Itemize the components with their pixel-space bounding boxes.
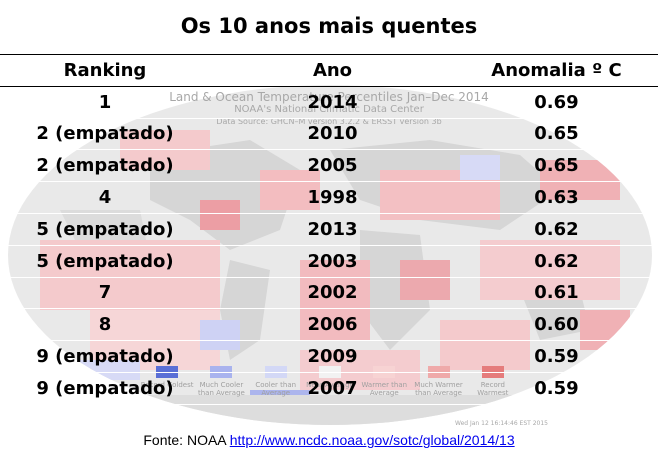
- cell-year: 2003: [210, 245, 455, 278]
- cell-year: 2007: [210, 372, 455, 405]
- table-row: 8 2006 0.60: [0, 308, 658, 342]
- table-row: 7 2002 0.61: [0, 277, 658, 310]
- cell-rank: 9 (empatado): [0, 372, 210, 405]
- cell-anomaly: 0.61: [455, 277, 658, 310]
- table-row: 4 1998 0.63: [0, 181, 658, 214]
- table-row: 2 (empatado) 2005 0.65: [0, 149, 658, 183]
- cell-anomaly: 0.65: [455, 149, 658, 183]
- cell-anomaly: 0.62: [455, 245, 658, 278]
- table-row: 5 (empatado) 2003 0.62: [0, 245, 658, 278]
- footer-prefix: Fonte: NOAA: [143, 432, 230, 448]
- cell-anomaly: 0.59: [455, 340, 658, 373]
- cell-anomaly: 0.63: [455, 181, 658, 214]
- cell-rank: 2 (empatado): [0, 149, 210, 183]
- cell-year: 1998: [210, 181, 455, 214]
- cell-rank: 2 (empatado): [0, 118, 210, 151]
- table-row: 5 (empatado) 2013 0.62: [0, 213, 658, 246]
- cell-rank: 5 (empatado): [0, 213, 210, 246]
- cell-rank: 7: [0, 277, 210, 310]
- cell-anomaly: 0.69: [455, 86, 658, 119]
- cell-anomaly: 0.65: [455, 118, 658, 151]
- cell-rank: 8: [0, 308, 210, 342]
- table-row: 2 (empatado) 2010 0.65: [0, 118, 658, 151]
- map-timestamp: Wed Jan 12 16:14:46 EST 2015: [455, 420, 548, 427]
- cell-anomaly: 0.60: [455, 308, 658, 342]
- cell-rank: 5 (empatado): [0, 245, 210, 278]
- table-header-row: Ranking Ano Anomalia º C: [0, 54, 658, 87]
- table-row: 9 (empatado) 2009 0.59: [0, 340, 658, 373]
- cell-rank: 4: [0, 181, 210, 214]
- table-row: 9 (empatado) 2007 0.59: [0, 372, 658, 405]
- source-footer: Fonte: NOAA http://www.ncdc.noaa.gov/sot…: [0, 432, 658, 448]
- cell-year: 2005: [210, 149, 455, 183]
- header-anomaly: Anomalia º C: [455, 54, 658, 87]
- cell-year: 2009: [210, 340, 455, 373]
- cell-year: 2002: [210, 277, 455, 310]
- page-title: Os 10 anos mais quentes: [180, 14, 478, 38]
- cell-year: 2014: [210, 86, 455, 119]
- cell-year: 2006: [210, 308, 455, 342]
- table-row: 1 2014 0.69: [0, 86, 658, 119]
- warmest-years-table: Ranking Ano Anomalia º C 1 2014 0.69 2 (…: [0, 54, 658, 405]
- cell-anomaly: 0.59: [455, 372, 658, 405]
- header-year: Ano: [210, 54, 455, 87]
- header-ranking: Ranking: [0, 54, 210, 87]
- source-link[interactable]: http://www.ncdc.noaa.gov/sotc/global/201…: [229, 432, 515, 448]
- cell-year: 2013: [210, 213, 455, 246]
- cell-anomaly: 0.62: [455, 213, 658, 246]
- cell-year: 2010: [210, 118, 455, 151]
- cell-rank: 9 (empatado): [0, 340, 210, 373]
- cell-rank: 1: [0, 86, 210, 119]
